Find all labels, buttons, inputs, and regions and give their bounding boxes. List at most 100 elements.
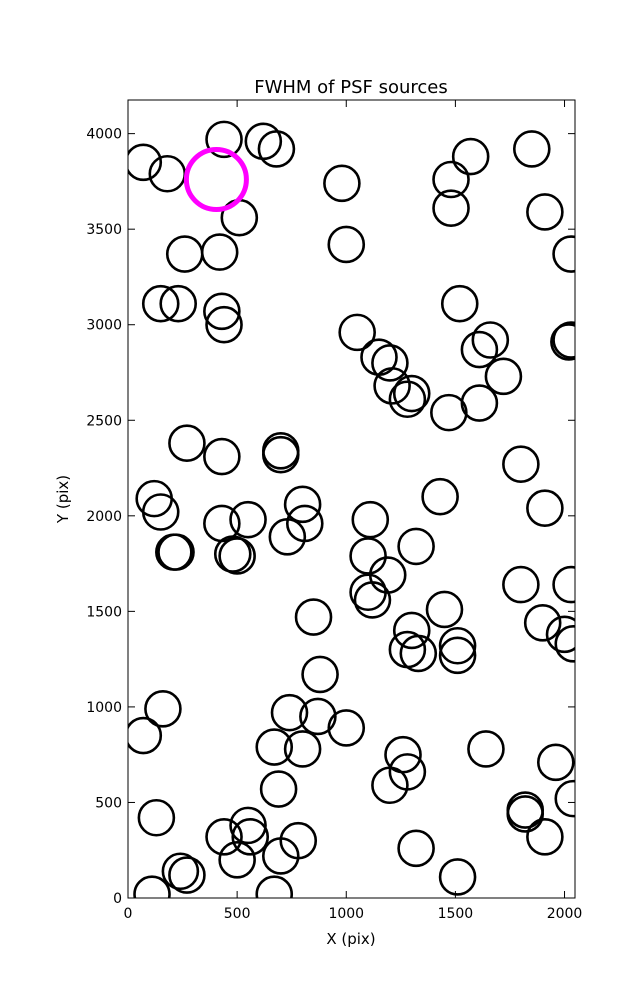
psf-source-circle bbox=[397, 829, 435, 868]
psf-source-circle bbox=[438, 626, 477, 665]
psf-source-circle bbox=[460, 384, 499, 422]
psf-source-circle bbox=[205, 818, 243, 856]
psf-source-circle bbox=[255, 875, 294, 898]
psf-source-circle bbox=[349, 537, 387, 575]
psf-source-circle bbox=[397, 527, 435, 566]
marker-layer bbox=[128, 120, 575, 898]
psf-source-circle bbox=[133, 875, 171, 898]
psf-source-circle bbox=[438, 636, 477, 675]
psf-source-circle bbox=[421, 477, 459, 516]
psf-source-circle bbox=[168, 856, 206, 894]
y-tick-label: 3500 bbox=[86, 222, 122, 238]
psf-source-circle bbox=[200, 233, 239, 271]
psf-source-circle bbox=[526, 818, 564, 856]
psf-source-circle bbox=[270, 693, 309, 732]
psf-source-circle bbox=[523, 604, 562, 642]
x-axis-label: X (pix) bbox=[326, 930, 375, 948]
y-tick-label: 2000 bbox=[86, 509, 122, 525]
x-tick-label: 0 bbox=[124, 906, 133, 922]
psf-source-circle bbox=[285, 504, 324, 543]
psf-source-circle bbox=[502, 565, 540, 604]
psf-source-circle bbox=[229, 500, 267, 539]
psf-source-circle bbox=[141, 284, 180, 323]
psf-source-circle bbox=[438, 858, 477, 896]
psf-source-circle bbox=[294, 598, 333, 636]
psf-source-circle bbox=[203, 292, 241, 331]
psf-source-circle bbox=[165, 235, 204, 273]
psf-source-circle bbox=[351, 500, 390, 539]
psf-source-circle bbox=[231, 818, 270, 856]
psf-source-circle bbox=[554, 625, 575, 663]
psf-source-circle bbox=[392, 374, 431, 413]
psf-source-circle bbox=[155, 533, 193, 571]
psf-source-circle bbox=[430, 393, 468, 432]
psf-source-circle bbox=[255, 728, 294, 766]
psf-source-circle bbox=[484, 357, 523, 396]
chart-title: FWHM of PSF sources bbox=[254, 77, 448, 98]
psf-source-circle bbox=[526, 193, 564, 231]
tick-layer: 0 500 1000 1500 2000 0 500 1000 1500 2000 2500 3000… bbox=[86, 100, 582, 922]
psf-source-circle bbox=[460, 330, 499, 369]
x-tick-label: 1000 bbox=[328, 906, 364, 922]
highlight-source-circle bbox=[183, 146, 249, 212]
psf-source-circle bbox=[161, 852, 200, 891]
psf-source-circle bbox=[536, 743, 575, 782]
psf-source-circle bbox=[512, 130, 551, 168]
psf-source-circle bbox=[141, 493, 180, 531]
psf-source-circle bbox=[392, 611, 431, 650]
psf-source-circle bbox=[279, 821, 318, 860]
psf-source-circle bbox=[327, 225, 366, 264]
x-tick-label: 500 bbox=[224, 906, 251, 922]
x-tick-label: 1500 bbox=[438, 906, 474, 922]
psf-source-circle bbox=[299, 697, 337, 736]
psf-source-circle bbox=[368, 556, 407, 594]
psf-source-circle bbox=[259, 770, 298, 808]
psf-source-circle bbox=[338, 313, 376, 352]
psf-source-circle bbox=[218, 537, 256, 575]
psf-source-circle bbox=[451, 137, 490, 176]
psf-source-circle bbox=[205, 305, 243, 344]
psf-source-circle bbox=[552, 565, 575, 604]
psf-source-circle bbox=[399, 634, 438, 673]
psf-source-circle bbox=[552, 321, 575, 359]
psf-source-circle bbox=[157, 533, 195, 571]
psf-source-circle bbox=[432, 189, 470, 227]
psf-source-circle bbox=[526, 489, 564, 527]
y-axis-label: Y (pix) bbox=[54, 475, 72, 524]
psf-source-circle bbox=[128, 143, 163, 182]
psf-source-circle bbox=[301, 655, 339, 694]
psf-source-circle bbox=[128, 716, 163, 755]
psf-source-circle bbox=[144, 690, 182, 728]
y-tick-label: 1000 bbox=[86, 700, 122, 716]
psf-source-circle bbox=[205, 120, 243, 159]
x-tick-label: 2000 bbox=[547, 906, 583, 922]
psf-source-circle bbox=[244, 122, 283, 161]
psf-source-circle bbox=[425, 590, 464, 629]
psf-source-circle bbox=[135, 479, 173, 518]
psf-source-circle bbox=[471, 321, 510, 359]
psf-source-circle bbox=[137, 798, 176, 837]
psf-source-circle bbox=[467, 730, 505, 768]
psf-source-circle bbox=[371, 766, 409, 805]
psf-source-circle bbox=[203, 437, 241, 476]
psf-source-circle bbox=[168, 424, 206, 463]
psf-source-circle bbox=[327, 709, 366, 747]
psf-source-circle bbox=[159, 284, 198, 323]
psf-source-circle bbox=[218, 840, 256, 879]
psf-source-circle bbox=[213, 535, 252, 573]
psf-source-circle bbox=[550, 323, 575, 361]
plot-frame bbox=[127, 99, 576, 899]
psf-source-circle bbox=[261, 432, 300, 470]
psf-source-circle bbox=[388, 380, 427, 419]
psf-source-circle bbox=[283, 485, 322, 524]
psf-source-circle bbox=[323, 164, 361, 203]
psf-source-circle bbox=[257, 130, 296, 168]
psf-source-circle bbox=[432, 160, 470, 199]
psf-source-circle bbox=[552, 235, 575, 273]
psf-source-circle bbox=[229, 806, 267, 845]
psf-source-circle bbox=[554, 779, 575, 818]
psf-source-circle bbox=[283, 730, 322, 768]
y-tick-label: 3000 bbox=[86, 318, 122, 334]
y-tick-label: 0 bbox=[113, 891, 122, 907]
